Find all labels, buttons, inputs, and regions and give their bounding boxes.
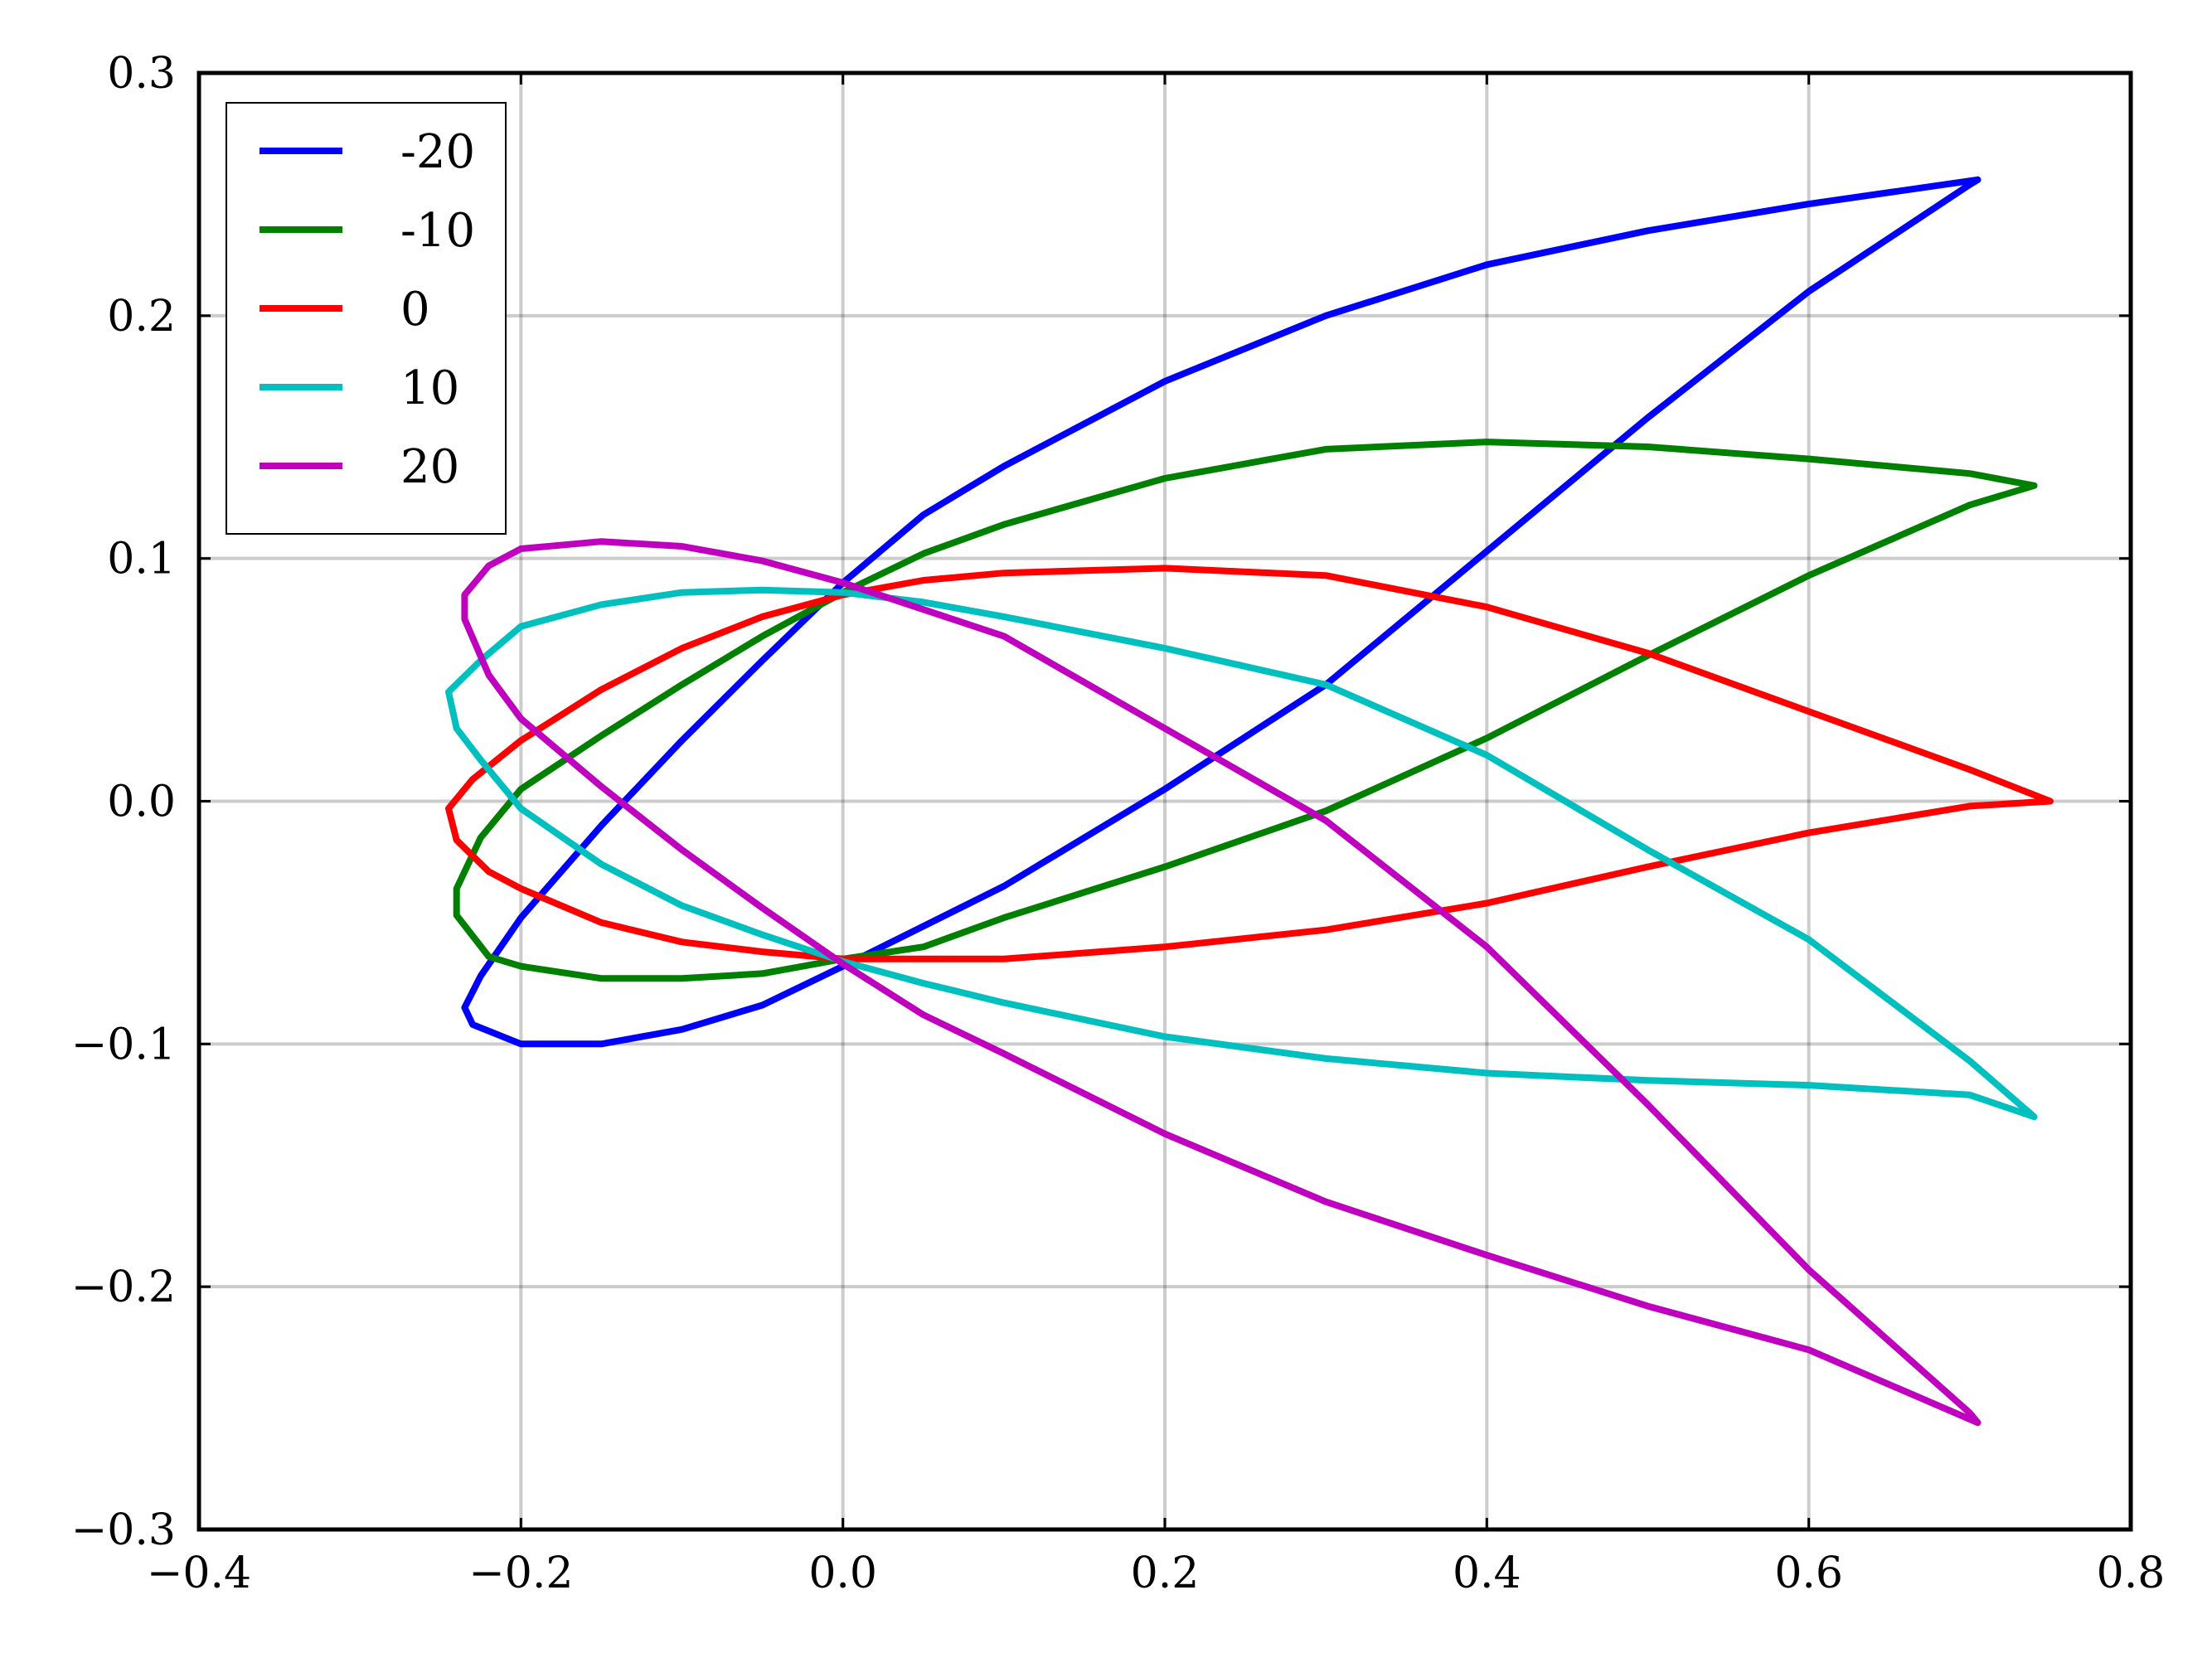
y-tick-label: −0.1	[71, 1020, 176, 1069]
legend: -20 -10 0 10 20	[226, 102, 507, 535]
x-tick-label: −0.2	[468, 1549, 573, 1598]
x-tick-label: 0.0	[808, 1549, 877, 1598]
series-line-4	[461, 538, 1982, 1427]
series-group	[445, 176, 2054, 1427]
y-tick-label: −0.3	[71, 1505, 176, 1555]
x-tick-label: 0.2	[1131, 1549, 1200, 1598]
y-tick-labels: −0.3 −0.2 −0.1 0.0 0.1 0.2 0.3	[71, 49, 176, 1555]
y-tick-label: 0.2	[107, 292, 176, 342]
y-tick-label: 0.1	[107, 535, 176, 584]
x-tick-labels: −0.4 −0.2 0.0 0.2 0.4 0.6 0.8	[147, 1549, 2165, 1598]
y-tick-label: 0.3	[107, 49, 176, 99]
series-line-2	[445, 565, 2054, 962]
x-tick-label: 0.6	[1774, 1549, 1843, 1598]
grid-lines	[199, 73, 2131, 1529]
legend-box	[226, 102, 507, 535]
y-tick-label: 0.0	[107, 778, 176, 827]
x-tick-label: 0.8	[2097, 1549, 2166, 1598]
legend-label: -10	[400, 204, 475, 258]
x-tick-label: −0.4	[147, 1549, 251, 1598]
legend-label: 20	[400, 440, 459, 494]
series-line-1	[453, 439, 2038, 982]
legend-label: 0	[400, 283, 430, 337]
legend-label: -20	[400, 125, 475, 179]
series-line-3	[445, 586, 2038, 1121]
series-line-0	[461, 176, 1982, 1048]
y-tick-label: −0.2	[71, 1263, 176, 1312]
legend-label: 10	[400, 361, 459, 415]
axis-ticks	[197, 71, 2132, 1531]
x-tick-label: 0.4	[1453, 1549, 1521, 1598]
